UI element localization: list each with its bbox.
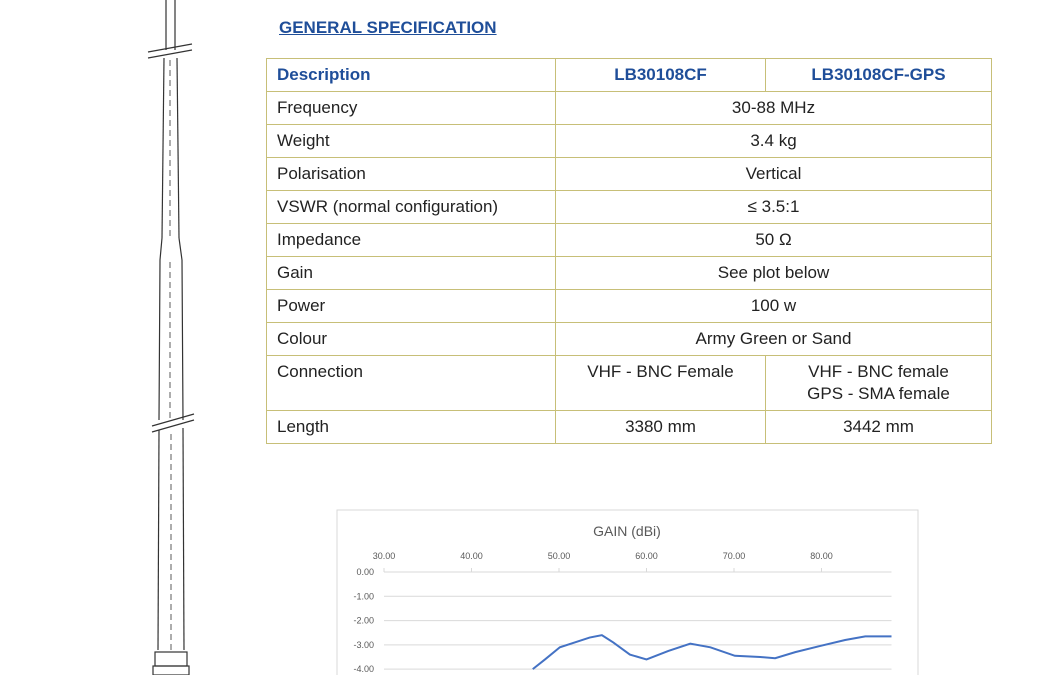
x-tick-label: 60.00 xyxy=(635,551,658,561)
gain-line xyxy=(532,634,892,670)
table-cell: 50 Ω xyxy=(555,223,992,257)
table-row: Colour Army Green or Sand xyxy=(266,322,992,356)
table-row: Length 3380 mm 3442 mm xyxy=(266,410,992,444)
cell-line: VHF - BNC female xyxy=(808,362,949,381)
table-cell: 3442 mm xyxy=(765,410,992,444)
table-cell: See plot below xyxy=(555,256,992,290)
table-cell: Impedance xyxy=(266,223,556,257)
y-tick-label: -2.00 xyxy=(353,616,374,626)
table-cell: 30-88 MHz xyxy=(555,91,992,125)
table-cell: Colour xyxy=(266,322,556,356)
table-cell: Power xyxy=(266,289,556,323)
table-row: Power 100 w xyxy=(266,289,992,323)
chart-title: GAIN (dBi) xyxy=(593,523,661,539)
x-tick-label: 30.00 xyxy=(373,551,396,561)
table-cell: Polarisation xyxy=(266,157,556,191)
table-cell: VHF - BNC female GPS - SMA female xyxy=(765,355,992,411)
y-tick-label: 0.00 xyxy=(356,567,374,577)
table-cell: Description xyxy=(266,58,556,92)
table-cell: 100 w xyxy=(555,289,992,323)
table-row: Weight 3.4 kg xyxy=(266,124,992,158)
table-cell: VHF - BNC Female xyxy=(555,355,766,411)
table-cell: Gain xyxy=(266,256,556,290)
table-row: Frequency 30-88 MHz xyxy=(266,91,992,125)
table-cell: 3380 mm xyxy=(555,410,766,444)
table-cell: Connection xyxy=(266,355,556,411)
y-tick-label: -3.00 xyxy=(353,640,374,650)
table-cell: 3.4 kg xyxy=(555,124,992,158)
spec-table: Description LB30108CF LB30108CF-GPS Frequen… xyxy=(266,58,992,444)
table-cell: VSWR (normal configuration) xyxy=(266,190,556,224)
y-tick-label: -1.00 xyxy=(353,591,374,601)
table-cell: ≤ 3.5:1 xyxy=(555,190,992,224)
table-row: VSWR (normal configuration) ≤ 3.5:1 xyxy=(266,190,992,224)
x-tick-label: 70.00 xyxy=(723,551,746,561)
table-row: Description LB30108CF LB30108CF-GPS xyxy=(266,58,992,92)
cell-line: GPS - SMA female xyxy=(807,384,950,403)
table-cell: Vertical xyxy=(555,157,992,191)
chart-frame xyxy=(336,509,919,675)
table-row: Impedance 50 Ω xyxy=(266,223,992,257)
table-row: Polarisation Vertical xyxy=(266,157,992,191)
x-tick-label: 40.00 xyxy=(460,551,483,561)
table-cell: Length xyxy=(266,410,556,444)
table-cell: Weight xyxy=(266,124,556,158)
x-tick-label: 50.00 xyxy=(548,551,571,561)
table-row: Connection VHF - BNC Female VHF - BNC fema… xyxy=(266,355,992,411)
y-tick-label: -4.00 xyxy=(353,664,374,674)
heading: GENERAL SPECIFICATION xyxy=(279,18,497,37)
x-tick-label: 80.00 xyxy=(810,551,833,561)
table-cell: LB30108CF-GPS xyxy=(765,58,992,92)
table-cell: Army Green or Sand xyxy=(555,322,992,356)
table-cell: Frequency xyxy=(266,91,556,125)
table-row: Gain See plot below xyxy=(266,256,992,290)
table-cell: LB30108CF xyxy=(555,58,766,92)
antenna-drawing xyxy=(147,0,195,675)
